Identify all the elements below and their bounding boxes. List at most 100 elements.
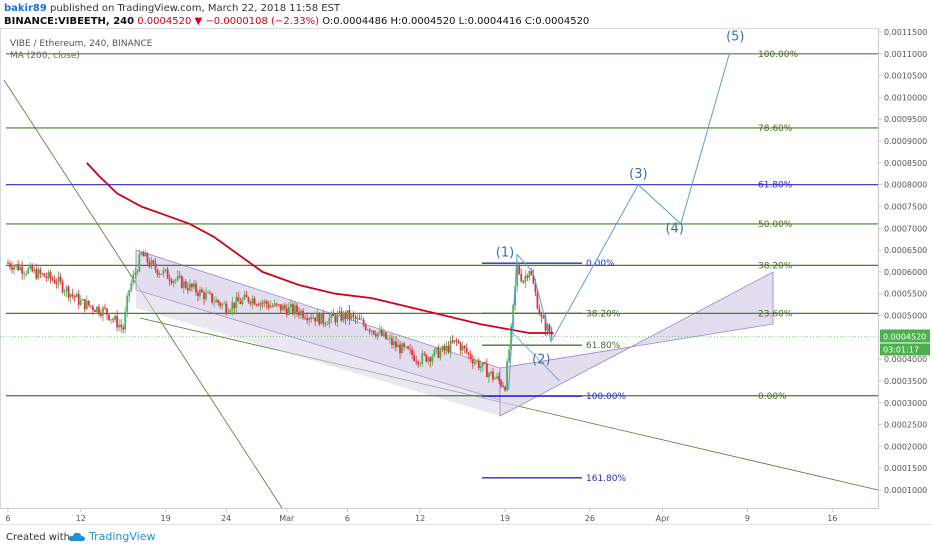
wave-label: (5) <box>726 30 744 45</box>
ohlc-values: O:0.0004486 H:0.0004520 L:0.0004416 C:0.… <box>322 16 590 27</box>
candle-body <box>160 273 163 275</box>
candle-body <box>374 334 377 337</box>
candle-body <box>407 346 410 349</box>
candle-body <box>520 273 523 282</box>
candle-body <box>166 269 169 279</box>
candle-body <box>195 283 197 293</box>
candle-body <box>158 273 161 275</box>
tradingview-logo[interactable]: TradingView <box>68 530 155 543</box>
candle-body <box>89 305 92 307</box>
candle-body <box>348 310 351 319</box>
candle-body <box>21 266 24 274</box>
candle-body <box>477 360 480 368</box>
candle-body <box>283 305 286 309</box>
candle-body <box>108 314 110 321</box>
y-tick-label: 0.0011000 <box>884 50 927 59</box>
change-value: −0.0000108 (−2.33%) <box>205 16 320 27</box>
published-text: published on TradingView.com, March 22, … <box>50 3 341 14</box>
candle-body <box>63 291 66 293</box>
candle-body <box>318 313 321 325</box>
fib-retracement-label: 100.00% <box>586 392 626 402</box>
candle-body <box>294 305 296 314</box>
candle-body <box>188 283 191 291</box>
candle-body <box>91 306 94 311</box>
x-tick-label: 26 <box>585 514 595 523</box>
candle-body <box>257 304 260 306</box>
x-tick-label: 6 <box>345 514 350 523</box>
y-tick-label: 0.0008500 <box>884 159 927 168</box>
candle-body <box>488 373 490 378</box>
candle-body <box>178 275 181 277</box>
candle-body <box>425 354 428 362</box>
candle-body <box>271 305 274 307</box>
candle-body <box>96 306 98 312</box>
candle-body <box>498 376 500 381</box>
candle-body <box>536 292 539 309</box>
y-tick-label: 0.0007000 <box>884 224 927 233</box>
candle-body <box>506 361 509 391</box>
candle-body <box>403 343 405 347</box>
candle-body <box>162 270 165 274</box>
candle-body <box>29 265 32 269</box>
candle-body <box>397 344 399 348</box>
candle-body <box>358 317 361 320</box>
fib-extension-label: 38.20% <box>758 261 793 271</box>
candle-body <box>391 338 393 345</box>
candle-body <box>401 343 403 354</box>
candle-body <box>492 371 494 380</box>
symbol-line: BINANCE:VIBEETH, 240 0.0004520 ▼ −0.0000… <box>4 16 589 27</box>
x-tick-label: 19 <box>160 514 170 523</box>
candle-body <box>308 317 310 321</box>
y-tick-label: 0.0005500 <box>884 290 927 299</box>
candle-body <box>326 324 329 325</box>
y-tick-label: 0.0006000 <box>884 268 927 277</box>
candle-body <box>81 299 84 301</box>
wave-label: (4) <box>665 222 683 237</box>
candle-body <box>419 363 422 365</box>
candle-body <box>471 359 474 364</box>
candle-body <box>524 275 527 283</box>
candle-body <box>380 330 383 336</box>
candle-body <box>49 272 52 279</box>
x-tick-label: 19 <box>500 514 510 523</box>
wave-2-arrow <box>508 328 560 382</box>
descending-channel <box>135 249 501 401</box>
candle-body <box>281 305 284 311</box>
candle-body <box>174 279 177 281</box>
candle-body <box>61 281 64 292</box>
candle-body <box>427 357 430 362</box>
candle-body <box>120 324 123 328</box>
candle-body <box>19 266 22 271</box>
candle-body <box>366 329 369 331</box>
candle-body <box>243 294 246 300</box>
candle-body <box>502 385 504 387</box>
y-tick-label: 0.0008000 <box>884 181 927 190</box>
candle-body <box>201 289 203 293</box>
candle-body <box>35 269 38 279</box>
candle-body <box>287 306 290 315</box>
candle-body <box>102 307 104 316</box>
candle-body <box>304 317 306 319</box>
candle-body <box>346 310 349 319</box>
candle-body <box>459 343 462 351</box>
candle-body <box>296 305 298 312</box>
candle-body <box>376 332 379 337</box>
countdown-tag <box>880 343 930 356</box>
price-chart[interactable]: 0.0011500 0.0011000 0.0010500 0.0010000 0.00… <box>0 28 932 524</box>
fib-extension-label: 100.00% <box>758 50 798 60</box>
candle-body <box>253 298 256 305</box>
author-link[interactable]: bakir89 <box>4 3 47 14</box>
footer-bar: Created with TradingView <box>0 524 932 551</box>
candle-body <box>490 371 492 374</box>
candle-body <box>73 295 76 298</box>
candle-body <box>516 265 519 287</box>
candle-body <box>55 283 58 284</box>
y-tick-label: 0.0003500 <box>884 377 927 386</box>
candle-body <box>265 301 268 305</box>
candle-body <box>504 386 506 391</box>
candle-body <box>237 297 240 302</box>
candle-body <box>338 311 341 315</box>
candle-body <box>433 349 436 357</box>
y-tick-label: 0.0001000 <box>884 486 927 495</box>
last-price: 0.0004520 <box>137 16 192 27</box>
